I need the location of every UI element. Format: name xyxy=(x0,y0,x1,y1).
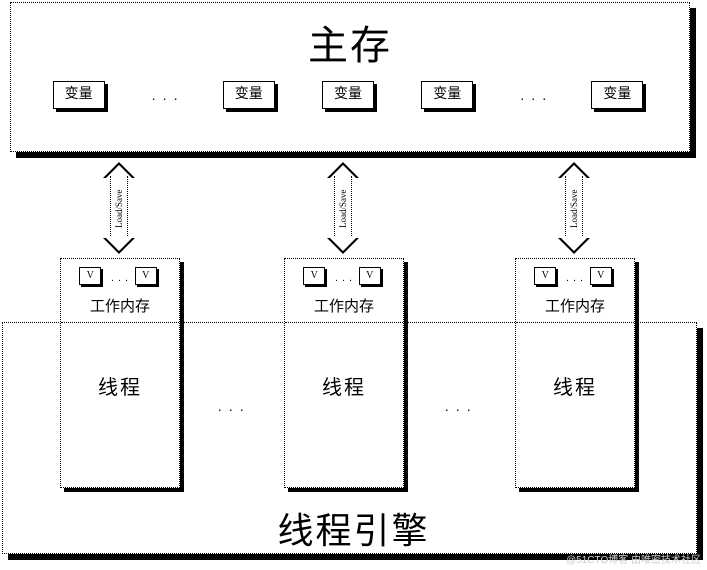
thread-ellipsis: . . . xyxy=(218,400,246,416)
ellipsis: . . . xyxy=(521,89,549,105)
arrow-label: Load/Save xyxy=(336,182,350,236)
v-box: V xyxy=(135,267,161,289)
workmem-label: 工作内存 xyxy=(516,291,634,322)
load-save-arrow: Load/Save xyxy=(98,158,138,258)
thread-label: 线程 xyxy=(516,323,634,400)
thread-label: 线程 xyxy=(61,323,179,400)
arrow-label: Load/Save xyxy=(567,182,581,236)
v-box: V xyxy=(79,267,105,289)
v-box: V xyxy=(590,267,616,289)
v-box: V xyxy=(534,267,560,289)
ellipsis: . . . xyxy=(335,273,353,284)
ellipsis: . . . xyxy=(152,89,180,105)
workmem-label: 工作内存 xyxy=(285,291,403,322)
main-memory-box: 主存 变量 . . . 变量 变量 变量 . . . 变量 xyxy=(10,2,690,152)
workmem-label: 工作内存 xyxy=(61,291,179,322)
v-box: V xyxy=(303,267,329,289)
workmem-row: V . . . V xyxy=(516,259,634,291)
arrow-label: Load/Save xyxy=(112,182,126,236)
variable-row: 变量 . . . 变量 变量 变量 . . . 变量 xyxy=(11,81,689,113)
thread-column: V . . . V工作内存线程 xyxy=(515,258,635,488)
thread-ellipsis: . . . xyxy=(445,400,473,416)
watermark: @51CTO博客 由唯密技术社区 xyxy=(566,551,701,566)
ellipsis: . . . xyxy=(566,273,584,284)
thread-label: 线程 xyxy=(285,323,403,400)
variable-box: 变量 xyxy=(53,81,109,113)
variable-box: 变量 xyxy=(223,81,279,113)
workmem-row: V . . . V xyxy=(61,259,179,291)
variable-box: 变量 xyxy=(421,81,477,113)
variable-box: 变量 xyxy=(322,81,378,113)
workmem-row: V . . . V xyxy=(285,259,403,291)
main-memory-title: 主存 xyxy=(11,13,689,71)
ellipsis: . . . xyxy=(111,273,129,284)
thread-column: V . . . V工作内存线程 xyxy=(284,258,404,488)
engine-title: 线程引擎 xyxy=(0,502,707,554)
load-save-arrow: Load/Save xyxy=(553,158,593,258)
v-box: V xyxy=(359,267,385,289)
variable-box: 变量 xyxy=(591,81,647,113)
thread-column: V . . . V工作内存线程 xyxy=(60,258,180,488)
load-save-arrow: Load/Save xyxy=(322,158,362,258)
